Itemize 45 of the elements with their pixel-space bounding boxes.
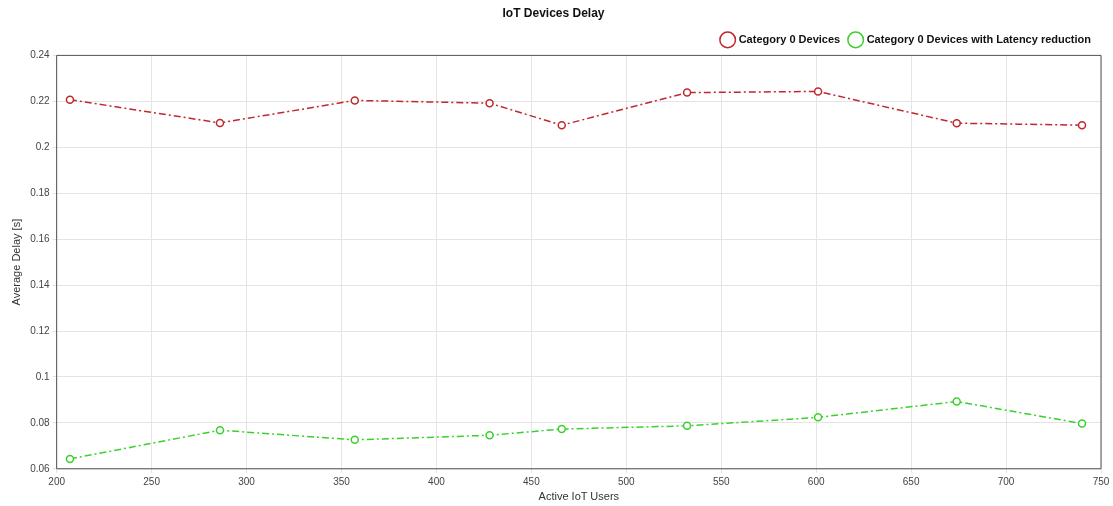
x-axis-title: Active IoT Users	[538, 490, 620, 503]
point	[682, 421, 692, 431]
point	[813, 87, 823, 96]
x-tick-label: 650	[902, 475, 920, 487]
y-tick-label: 0.1	[35, 370, 51, 382]
x-tick-label: 600	[807, 475, 825, 487]
point	[350, 96, 360, 105]
x-tick-label: 300	[238, 475, 256, 487]
chart-title: IoT Devices Delay	[502, 5, 605, 20]
point	[952, 397, 961, 406]
y-tick-label: 0.24	[30, 49, 51, 61]
point	[557, 120, 566, 130]
point	[350, 435, 360, 445]
x-tick-label: 200	[48, 475, 66, 487]
point	[65, 95, 75, 104]
y-tick-label: 0.08	[30, 416, 51, 428]
y-tick-label: 0.18	[30, 186, 51, 198]
point	[485, 98, 494, 108]
x-tick-label: 550	[712, 475, 731, 487]
y-tick-label: 0.06	[30, 462, 51, 474]
x-tick-label: 750	[1092, 475, 1110, 487]
x-tick-label: 400	[428, 475, 446, 487]
x-tick-label: 250	[143, 475, 161, 487]
y-axis-title: Average Delay [s]	[9, 218, 22, 306]
point	[65, 454, 75, 464]
point	[813, 413, 823, 422]
y-tick-label: 0.14	[30, 278, 51, 290]
y-tick-label: 0.16	[30, 232, 51, 244]
y-tick-label: 0.12	[30, 324, 51, 336]
point	[1077, 120, 1087, 130]
point	[1077, 419, 1087, 428]
point	[557, 424, 566, 434]
point	[952, 118, 961, 128]
point	[215, 425, 225, 435]
point	[682, 88, 692, 97]
y-tick-label: 0.22	[30, 95, 51, 107]
point	[215, 118, 225, 128]
point	[485, 431, 494, 440]
y-tick-label: 0.2	[35, 141, 51, 153]
legend-label: Category 0 Devices with Latency reduction	[866, 32, 1092, 45]
x-tick-label: 700	[997, 475, 1015, 487]
x-tick-label: 500	[617, 475, 636, 487]
x-tick-label: 350	[333, 475, 351, 487]
x-tick-label: 450	[523, 475, 541, 487]
legend-label: Category 0 Devices	[738, 32, 841, 45]
